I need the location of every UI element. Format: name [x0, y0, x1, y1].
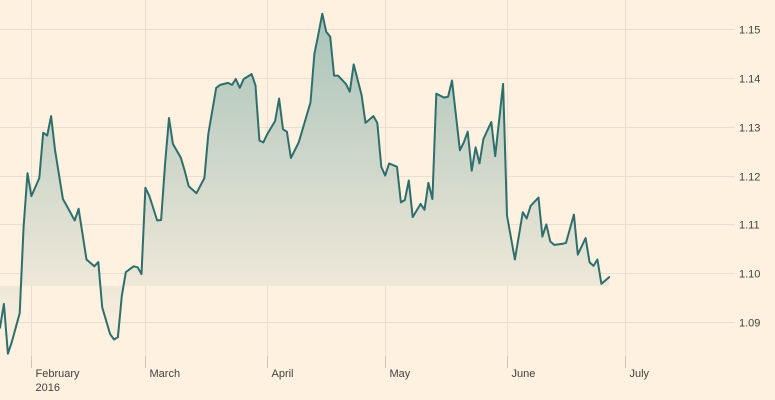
x-tick-label: July — [630, 368, 650, 380]
y-tick-label: 1.12 — [739, 172, 760, 184]
y-axis: 1.09 1.10 1.11 1.12 1.13 1.14 1.15 — [739, 25, 760, 330]
x-axis: February 2016 March April May June July — [31, 356, 650, 394]
x-tick-year-label: 2016 — [36, 382, 60, 394]
y-tick-label: 1.14 — [739, 74, 760, 86]
area-series — [0, 13, 610, 354]
line-series — [0, 12, 611, 355]
x-tick-label: March — [150, 368, 181, 380]
y-tick-label: 1.11 — [739, 220, 760, 232]
series-line — [0, 12, 611, 355]
y-tick-label: 1.09 — [739, 318, 760, 330]
x-tick-label: February — [36, 368, 81, 380]
x-tick-label: April — [272, 368, 294, 380]
x-tick-label: May — [390, 368, 411, 380]
y-tick-label: 1.13 — [739, 123, 760, 135]
y-tick-label: 1.10 — [739, 269, 760, 281]
series-area-fill — [0, 13, 610, 354]
x-tick-label: June — [512, 368, 536, 380]
y-tick-label: 1.15 — [739, 25, 760, 37]
